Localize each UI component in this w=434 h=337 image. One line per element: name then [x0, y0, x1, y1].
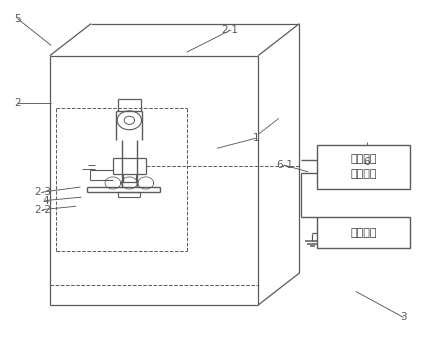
- Text: 1: 1: [253, 133, 260, 143]
- Text: 5: 5: [14, 13, 21, 24]
- Text: 6: 6: [363, 157, 370, 167]
- Text: 2-3: 2-3: [34, 187, 51, 197]
- Text: 3: 3: [400, 312, 407, 323]
- Bar: [317, 217, 410, 248]
- Bar: [317, 145, 410, 189]
- Text: 2: 2: [14, 98, 21, 108]
- Text: 混合等离: 混合等离: [350, 154, 377, 164]
- Text: 6-1: 6-1: [276, 160, 293, 170]
- Text: 2-2: 2-2: [34, 205, 51, 215]
- Text: 2-1: 2-1: [221, 25, 239, 35]
- Text: 子体气源: 子体气源: [350, 169, 377, 179]
- Text: 4: 4: [42, 195, 49, 206]
- Text: 射频电源: 射频电源: [350, 227, 377, 238]
